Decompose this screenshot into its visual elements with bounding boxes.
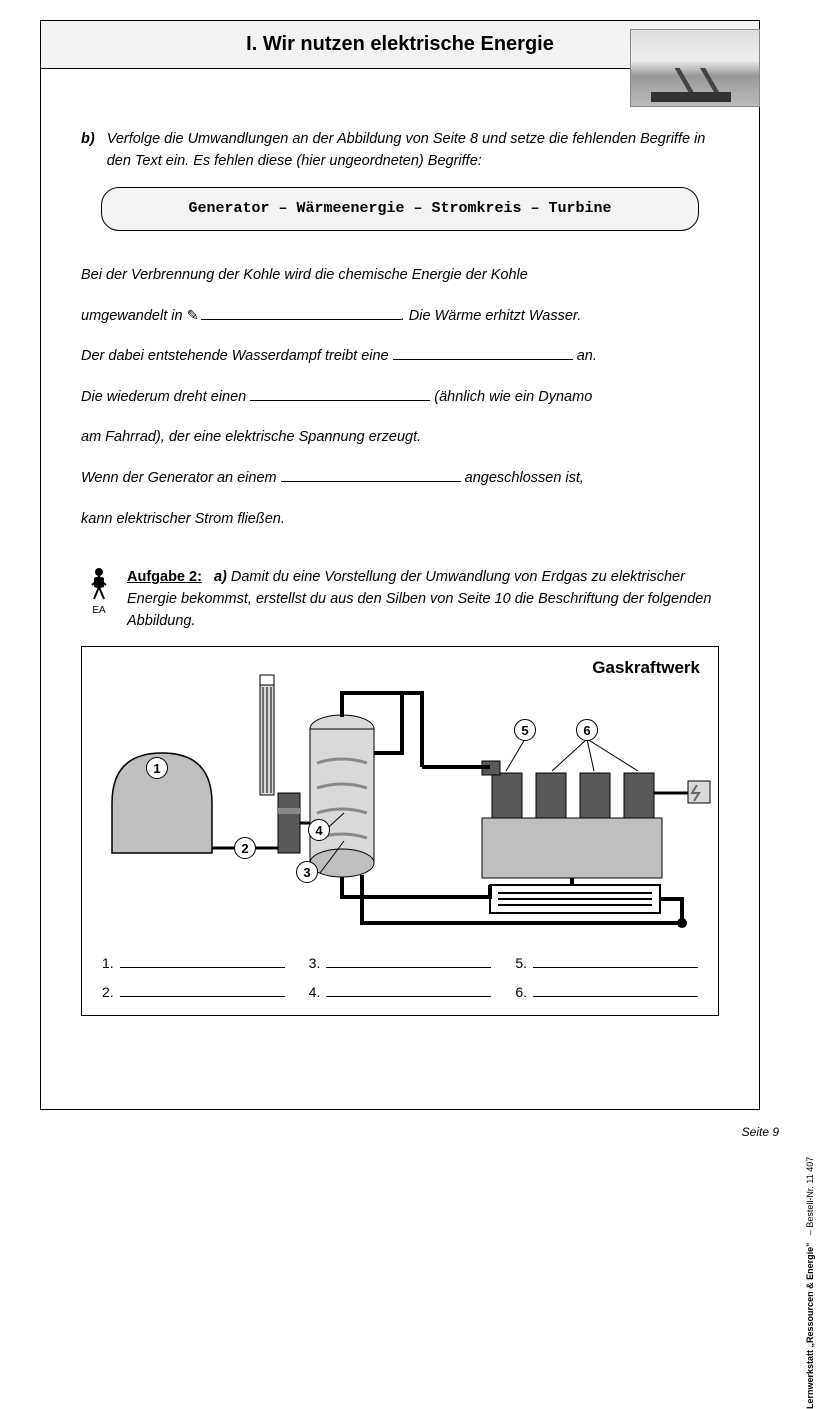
- cloze-line: umgewandelt in ✎. Die Wärme erhitzt Wass…: [81, 296, 719, 337]
- ea-figure-icon: EA: [81, 567, 117, 618]
- task-2-body: Aufgabe 2: a) Damit du eine Vorstellung …: [127, 567, 719, 632]
- cloze-line: am Fahrrad), der eine elektrische Spannu…: [81, 417, 719, 458]
- diagram-box: Gaskraftwerk: [81, 646, 719, 1016]
- task-2-letter: a): [214, 569, 227, 585]
- blank-field[interactable]: [393, 346, 573, 361]
- cloze-line: Wenn der Generator an einem angeschlosse…: [81, 458, 719, 499]
- cloze-text: Bei der Verbrennung der Kohle wird die c…: [81, 255, 719, 539]
- task-b: b) Verfolge die Umwandlungen an der Abbi…: [81, 129, 719, 173]
- page-frame: I. Wir nutzen elektrische Energie b) Ver…: [40, 20, 760, 1110]
- answer-line[interactable]: 3.: [309, 953, 492, 974]
- answer-line[interactable]: 2.: [102, 982, 285, 1003]
- cloze-line: kann elektrischer Strom fließen.: [81, 499, 719, 540]
- blank-field[interactable]: [250, 386, 430, 401]
- task-b-letter: b): [81, 129, 95, 173]
- pencil-icon: ✎: [187, 296, 199, 337]
- gaskraftwerk-diagram: [82, 653, 722, 933]
- page-number: Seite 9: [742, 1125, 779, 1139]
- task-b-instruction: Verfolge die Umwandlungen an der Abbildu…: [107, 129, 719, 173]
- page-title: I. Wir nutzen elektrische Energie: [246, 33, 554, 56]
- title-bar: I. Wir nutzen elektrische Energie: [41, 21, 759, 69]
- blank-field[interactable]: [201, 305, 401, 320]
- answer-line[interactable]: 4.: [309, 982, 492, 1003]
- content-area: b) Verfolge die Umwandlungen an der Abbi…: [41, 69, 759, 1036]
- task-2: EA Aufgabe 2: a) Damit du eine Vorstellu…: [81, 567, 719, 632]
- answer-line[interactable]: 6.: [515, 982, 698, 1003]
- cloze-line: Die wiederum dreht einen (ähnlich wie ei…: [81, 377, 719, 418]
- answer-lines: 1. 3. 5. 2. 4. 6.: [102, 953, 698, 1003]
- side-publisher-text: Lernwerkstatt „Ressourcen & Energie" – B…: [805, 1009, 815, 1409]
- answer-line[interactable]: 1.: [102, 953, 285, 974]
- task-2-label: Aufgabe 2:: [127, 569, 202, 585]
- blank-field[interactable]: [281, 467, 461, 482]
- answer-line[interactable]: 5.: [515, 953, 698, 974]
- word-box: Generator – Wärmeenergie – Stromkreis – …: [101, 187, 699, 232]
- wordbox-text: Generator – Wärmeenergie – Stromkreis – …: [188, 200, 611, 217]
- cloze-line: Der dabei entstehende Wasserdampf treibt…: [81, 336, 719, 377]
- ea-label: EA: [92, 605, 105, 616]
- cloze-line: Bei der Verbrennung der Kohle wird die c…: [81, 255, 719, 296]
- header-image: [630, 29, 760, 107]
